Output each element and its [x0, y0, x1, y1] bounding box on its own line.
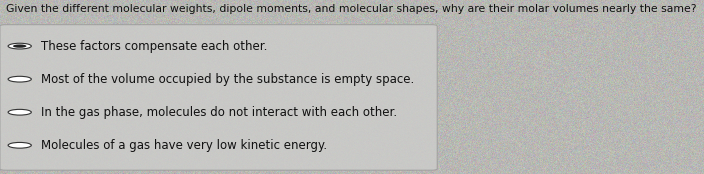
Text: These factors compensate each other.: These factors compensate each other.	[41, 40, 268, 53]
Circle shape	[8, 43, 32, 49]
Circle shape	[8, 109, 32, 115]
Circle shape	[8, 142, 32, 148]
FancyBboxPatch shape	[0, 25, 437, 170]
Circle shape	[8, 76, 32, 82]
Text: Given the different molecular weights, dipole moments, and molecular shapes, why: Given the different molecular weights, d…	[6, 4, 696, 14]
Text: In the gas phase, molecules do not interact with each other.: In the gas phase, molecules do not inter…	[41, 106, 397, 119]
Circle shape	[13, 44, 27, 48]
Text: Molecules of a gas have very low kinetic energy.: Molecules of a gas have very low kinetic…	[41, 139, 327, 152]
Text: Most of the volume occupied by the substance is empty space.: Most of the volume occupied by the subst…	[41, 73, 414, 86]
